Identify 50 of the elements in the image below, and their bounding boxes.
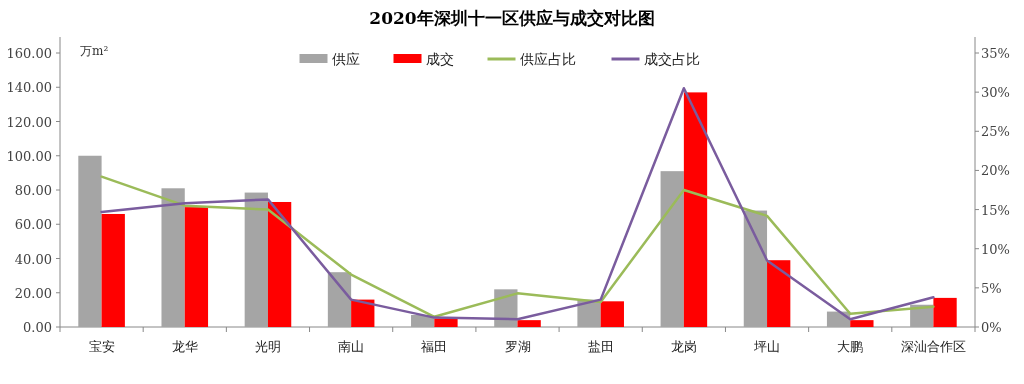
x-tick-label: 罗湖 [504, 339, 531, 354]
bar [600, 301, 624, 327]
y-tick-label: 40.00 [14, 251, 52, 267]
x-tick-label: 宝安 [88, 339, 115, 354]
legend-label: 供应占比 [519, 51, 576, 67]
x-tick-label: 龙华 [171, 339, 198, 354]
y2-tick-label: 35% [981, 46, 1010, 61]
x-tick-label: 深汕合作区 [900, 339, 966, 354]
y-tick-label: 60.00 [14, 217, 52, 233]
bar [767, 260, 791, 327]
bar [683, 92, 708, 327]
chart-title: 2020年深圳十一区供应与成交对比图 [369, 8, 655, 28]
bar [660, 171, 684, 327]
y2-tick-label: 20% [981, 163, 1010, 179]
bar [161, 188, 185, 327]
y2-tick-label: 0% [981, 320, 1002, 335]
y-tick-label: 160.00 [6, 46, 52, 61]
y-tick-label: 120.00 [6, 114, 52, 130]
legend-label: 成交占比 [643, 51, 700, 67]
y-tick-label: 20.00 [14, 285, 52, 301]
y2-tick-label: 25% [981, 124, 1010, 140]
y2-tick-label: 15% [981, 202, 1010, 218]
bar [933, 297, 957, 327]
bar [267, 201, 292, 327]
y2-tick-label: 10% [981, 241, 1010, 257]
x-tick-label: 坪山 [753, 339, 781, 354]
bar [184, 207, 209, 327]
bar [850, 320, 874, 327]
bar [327, 272, 352, 327]
bar [743, 210, 768, 327]
x-tick-label: 龙岗 [670, 339, 697, 354]
x-tick-label: 大鹏 [837, 339, 864, 354]
y-axis-title: 万m² [80, 44, 109, 58]
y2-tick-label: 30% [981, 85, 1010, 101]
y-tick-label: 80.00 [14, 183, 52, 198]
x-tick-label: 光明 [254, 339, 281, 354]
bar [78, 155, 102, 327]
bar [101, 213, 125, 327]
bar [244, 192, 268, 327]
y-tick-label: 140.00 [6, 80, 52, 96]
y-tick-label: 0.00 [23, 320, 52, 335]
legend-label: 成交 [425, 51, 454, 67]
legend-label: 供应 [331, 51, 360, 67]
x-tick-label: 盐田 [587, 339, 614, 354]
y2-tick-label: 5% [981, 280, 1002, 296]
y-tick-label: 100.00 [6, 148, 52, 164]
x-tick-label: 南山 [338, 339, 365, 354]
line-series [100, 175, 935, 319]
bar [517, 320, 541, 327]
x-tick-label: 福田 [421, 339, 448, 354]
